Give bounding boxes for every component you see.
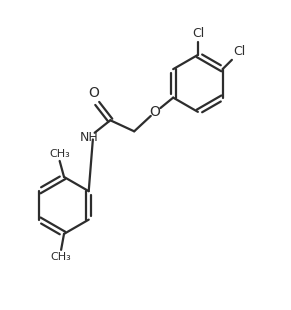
Text: NH: NH	[80, 131, 99, 144]
Text: CH₃: CH₃	[51, 252, 72, 262]
Text: O: O	[150, 104, 161, 118]
Text: Cl: Cl	[233, 45, 245, 58]
Text: Cl: Cl	[192, 27, 204, 40]
Text: CH₃: CH₃	[49, 148, 70, 159]
Text: O: O	[88, 86, 99, 100]
